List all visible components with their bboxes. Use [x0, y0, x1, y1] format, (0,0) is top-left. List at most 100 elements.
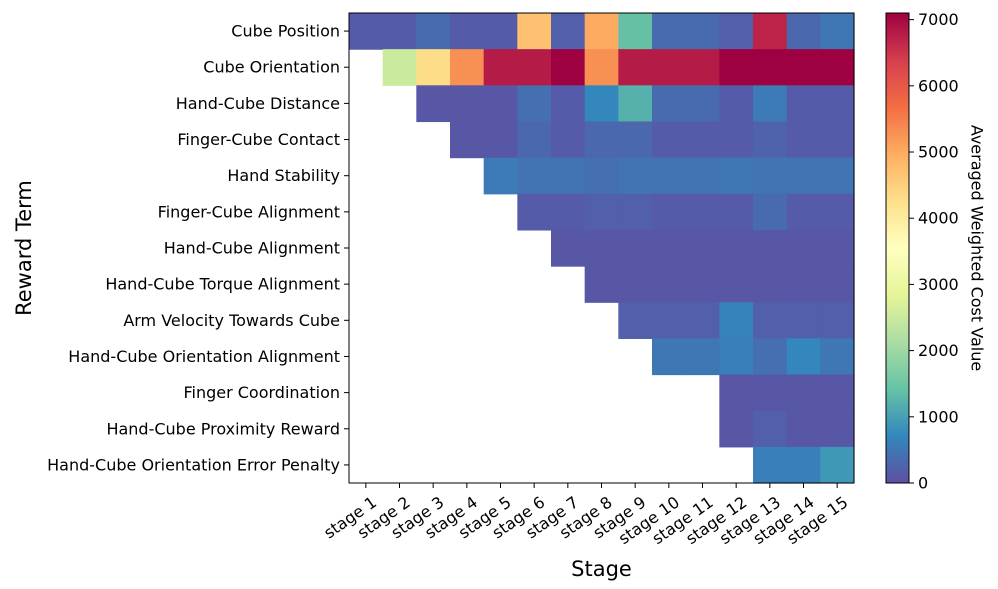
heatmap-cell	[820, 85, 855, 123]
heatmap-cell	[786, 157, 821, 195]
heatmap-cell	[786, 49, 821, 86]
heatmap-cell	[820, 266, 855, 303]
y-tick-label: Cube Position	[231, 22, 340, 41]
heatmap-cell	[685, 49, 720, 86]
heatmap-cell	[551, 193, 586, 231]
heatmap-cell	[652, 49, 687, 86]
heatmap-cell	[786, 121, 821, 159]
heatmap-cell	[517, 85, 552, 123]
heatmap-cell	[753, 121, 788, 159]
heatmap-cell	[652, 266, 687, 303]
y-tick-label: Hand-Cube Alignment	[164, 239, 340, 258]
heatmap-cell	[685, 193, 720, 231]
heatmap-cell	[450, 13, 485, 50]
heatmap-cell	[786, 193, 821, 231]
heatmap-cell	[753, 446, 788, 484]
heatmap-cell	[450, 85, 485, 123]
colorbar-tick-label: 4000	[918, 209, 959, 228]
heatmap-cell	[719, 13, 754, 50]
heatmap-cell	[786, 266, 821, 303]
heatmap-cell	[820, 229, 855, 267]
heatmap-cell	[719, 49, 754, 86]
heatmap-cell	[652, 85, 687, 123]
heatmap-cell	[551, 157, 586, 195]
heatmap-cell	[685, 302, 720, 339]
heatmap-cell	[685, 157, 720, 195]
heatmap-cell	[753, 229, 788, 267]
colorbar-tick-label: 7000	[918, 10, 959, 29]
heatmap-cell	[719, 85, 754, 123]
heatmap-cell	[786, 338, 821, 376]
heatmap-cell	[483, 157, 518, 195]
heatmap-cell	[551, 229, 586, 267]
heatmap-cell	[786, 229, 821, 267]
heatmap-cell	[652, 121, 687, 159]
heatmap-cell	[753, 49, 788, 86]
y-tick-label: Hand-Cube Orientation Error Penalty	[47, 455, 340, 474]
heatmap-cell	[618, 193, 653, 231]
heatmap-cell	[584, 157, 619, 195]
y-tick-label: Hand-Cube Distance	[176, 94, 340, 113]
heatmap-cell	[820, 338, 855, 376]
heatmap-cell	[551, 121, 586, 159]
heatmap-cell	[719, 338, 754, 376]
heatmap-cell	[584, 13, 619, 50]
heatmap-cell	[753, 85, 788, 123]
heatmap-cell	[652, 302, 687, 339]
colorbar-tick-label: 3000	[918, 275, 959, 294]
heatmap-cell	[517, 157, 552, 195]
heatmap-cell	[618, 85, 653, 123]
heatmap-cell	[584, 193, 619, 231]
heatmap-cell	[551, 49, 586, 86]
y-tick-label: Finger-Cube Contact	[177, 130, 340, 149]
heatmap-cell	[349, 13, 384, 50]
y-tick-label: Arm Velocity Towards Cube	[123, 311, 340, 330]
y-tick-label: Hand-Cube Proximity Reward	[106, 419, 340, 438]
heatmap-cell	[483, 121, 518, 159]
heatmap-cell	[820, 374, 855, 412]
heatmap-cell	[483, 85, 518, 123]
heatmap-cell	[753, 157, 788, 195]
heatmap-cell	[786, 13, 821, 50]
colorbar-tick-label: 2000	[918, 341, 959, 360]
heatmap-cell	[416, 13, 451, 50]
heatmap-cells	[349, 13, 855, 484]
y-tick-label: Hand Stability	[227, 166, 340, 185]
heatmap-cell	[753, 13, 788, 50]
x-axis-title: Stage	[571, 557, 632, 581]
heatmap-cell	[652, 13, 687, 50]
heatmap-cell	[719, 229, 754, 267]
heatmap-cell	[517, 13, 552, 50]
heatmap-cell	[786, 85, 821, 123]
heatmap-cell	[719, 374, 754, 412]
heatmap-cell	[382, 13, 417, 50]
heatmap-cell	[719, 410, 754, 448]
heatmap-cell	[450, 49, 485, 86]
heatmap-cell	[820, 49, 855, 86]
heatmap-cell	[416, 49, 451, 86]
y-axis: Cube Position Cube Orientation Hand-Cube D…	[47, 22, 349, 474]
heatmap-cell	[584, 121, 619, 159]
colorbar-ticks: 0 1000 2000 3000 4000 5000 6000 7000	[909, 10, 959, 493]
heatmap-cell	[719, 266, 754, 303]
heatmap-cell	[820, 410, 855, 448]
heatmap-cell	[753, 410, 788, 448]
heatmap-cell	[685, 229, 720, 267]
heatmap-cell	[685, 338, 720, 376]
heatmap-cell	[685, 13, 720, 50]
heatmap-cell	[786, 446, 821, 484]
heatmap-cell	[517, 193, 552, 231]
y-tick-label: Hand-Cube Orientation Alignment	[68, 347, 340, 366]
colorbar	[885, 12, 910, 484]
heatmap-cell	[753, 302, 788, 339]
heatmap-cell	[652, 229, 687, 267]
heatmap-cell	[652, 157, 687, 195]
heatmap-cell	[820, 302, 855, 339]
heatmap-cell	[416, 85, 451, 123]
heatmap-cell	[820, 446, 855, 484]
heatmap-cell	[382, 49, 417, 86]
colorbar-tick-label: 1000	[918, 407, 959, 426]
heatmap-cell	[584, 49, 619, 86]
